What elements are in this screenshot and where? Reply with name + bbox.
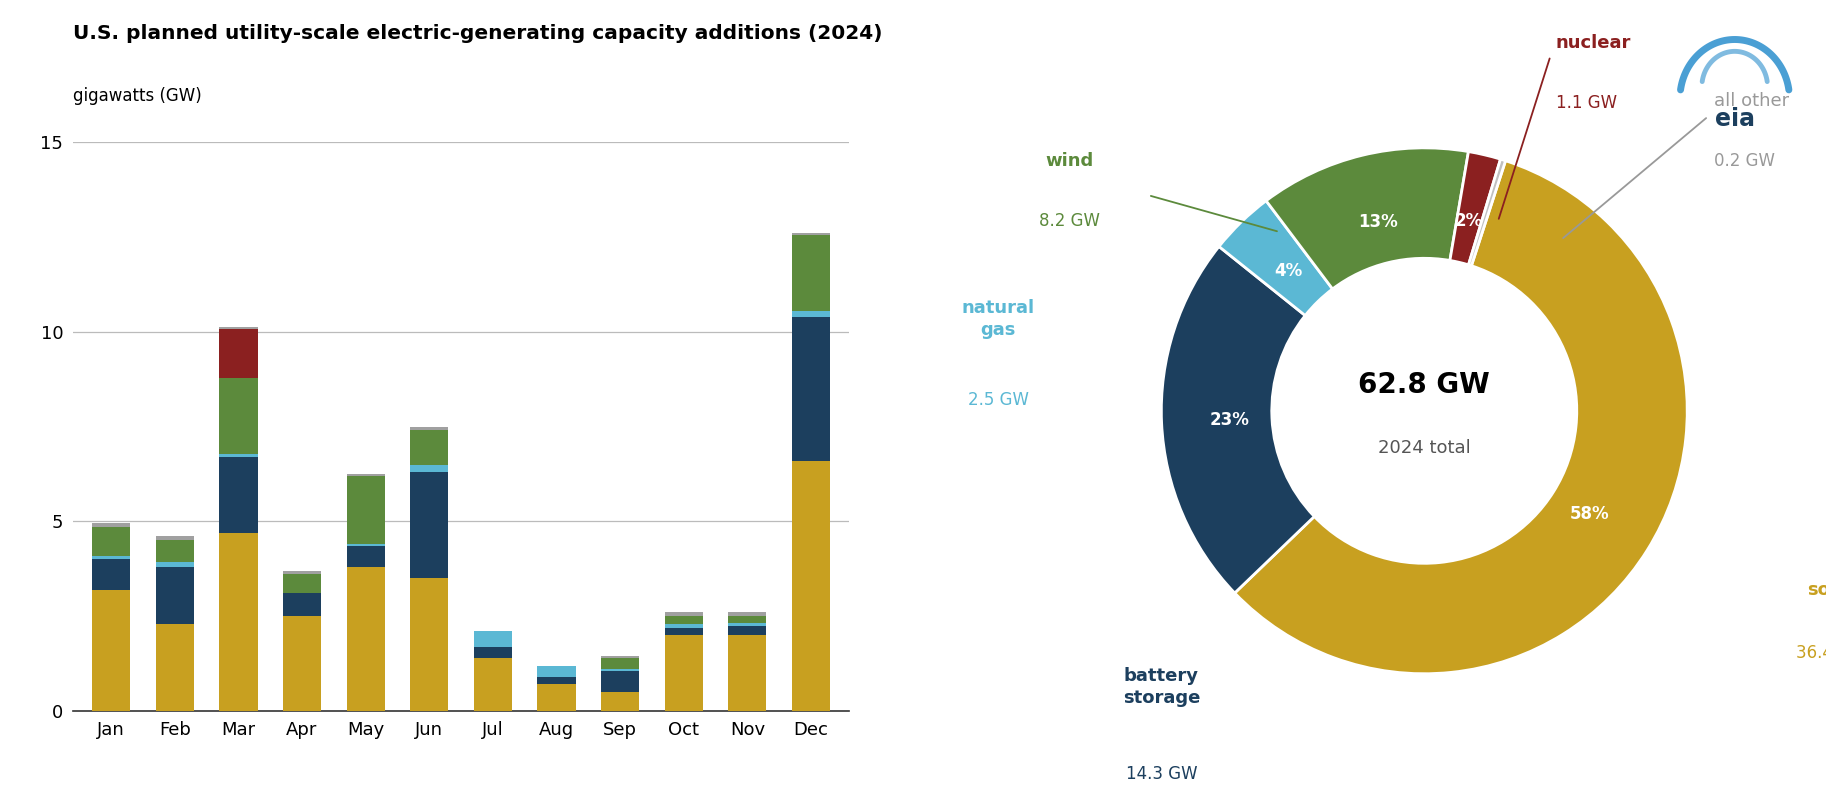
Text: gigawatts (GW): gigawatts (GW)	[73, 87, 203, 105]
Wedge shape	[1161, 246, 1315, 593]
Bar	[411, 472, 449, 578]
Bar	[792, 311, 831, 317]
Text: battery
storage: battery storage	[1123, 667, 1200, 707]
Bar	[347, 567, 385, 711]
Wedge shape	[1265, 148, 1468, 289]
Text: 62.8 GW: 62.8 GW	[1359, 371, 1490, 398]
Bar	[473, 631, 511, 646]
Bar	[283, 593, 321, 616]
Bar	[155, 562, 194, 567]
Bar	[155, 567, 194, 624]
Bar	[792, 317, 831, 461]
Bar	[91, 523, 130, 527]
Bar	[283, 570, 321, 574]
Text: 58%: 58%	[1569, 505, 1609, 523]
Bar	[473, 658, 511, 711]
Wedge shape	[1220, 201, 1333, 315]
Bar	[729, 616, 767, 623]
Bar	[283, 616, 321, 711]
Bar	[91, 559, 130, 589]
Text: wind: wind	[1044, 152, 1094, 170]
Bar	[665, 627, 703, 635]
Bar	[219, 329, 257, 378]
Text: 2024 total: 2024 total	[1379, 438, 1470, 457]
Bar	[411, 431, 449, 465]
Text: 4%: 4%	[1275, 262, 1304, 280]
Text: 36.4 GW: 36.4 GW	[1797, 644, 1826, 662]
Bar	[729, 612, 767, 616]
Bar	[729, 623, 767, 626]
Bar	[537, 666, 575, 677]
Bar	[219, 457, 257, 532]
Bar	[792, 461, 831, 711]
Bar	[155, 540, 194, 562]
Bar	[601, 669, 639, 672]
Bar	[347, 476, 385, 544]
Bar	[155, 536, 194, 540]
Bar	[729, 635, 767, 711]
Bar	[792, 235, 831, 311]
Text: U.S. planned utility-scale electric-generating capacity additions (2024): U.S. planned utility-scale electric-gene…	[73, 24, 882, 43]
Bar	[347, 544, 385, 546]
Bar	[347, 474, 385, 476]
Bar	[219, 327, 257, 329]
Text: 2.5 GW: 2.5 GW	[968, 391, 1028, 409]
Text: 0.2 GW: 0.2 GW	[1713, 152, 1775, 170]
Text: 1.1 GW: 1.1 GW	[1556, 94, 1616, 112]
Bar	[665, 624, 703, 627]
Bar	[665, 635, 703, 711]
Text: natural
gas: natural gas	[962, 299, 1035, 339]
Bar	[792, 233, 831, 235]
Bar	[537, 684, 575, 711]
Wedge shape	[1234, 160, 1687, 674]
Bar	[219, 532, 257, 711]
Wedge shape	[1450, 152, 1501, 265]
Wedge shape	[1468, 159, 1505, 265]
Text: solar: solar	[1808, 581, 1826, 599]
Bar	[537, 677, 575, 684]
Bar	[411, 465, 449, 472]
Text: 14.3 GW: 14.3 GW	[1125, 765, 1198, 783]
Bar	[601, 658, 639, 669]
Text: all other: all other	[1713, 92, 1789, 110]
Bar	[347, 546, 385, 567]
Bar	[155, 624, 194, 711]
Bar	[219, 378, 257, 454]
Bar	[411, 578, 449, 711]
Bar	[601, 672, 639, 692]
Bar	[91, 527, 130, 555]
Text: 2%: 2%	[1455, 213, 1483, 231]
Bar	[473, 646, 511, 658]
Text: 13%: 13%	[1359, 213, 1399, 231]
Bar	[283, 574, 321, 593]
Bar	[729, 626, 767, 635]
Text: eia: eia	[1715, 107, 1755, 130]
Bar	[411, 427, 449, 431]
Bar	[665, 612, 703, 616]
Text: nuclear: nuclear	[1556, 34, 1631, 51]
Bar	[665, 616, 703, 624]
Bar	[91, 555, 130, 559]
Text: 8.2 GW: 8.2 GW	[1039, 213, 1099, 231]
Bar	[601, 692, 639, 711]
Bar	[91, 589, 130, 711]
Bar	[219, 454, 257, 457]
Bar	[601, 656, 639, 658]
Text: 23%: 23%	[1211, 411, 1249, 429]
